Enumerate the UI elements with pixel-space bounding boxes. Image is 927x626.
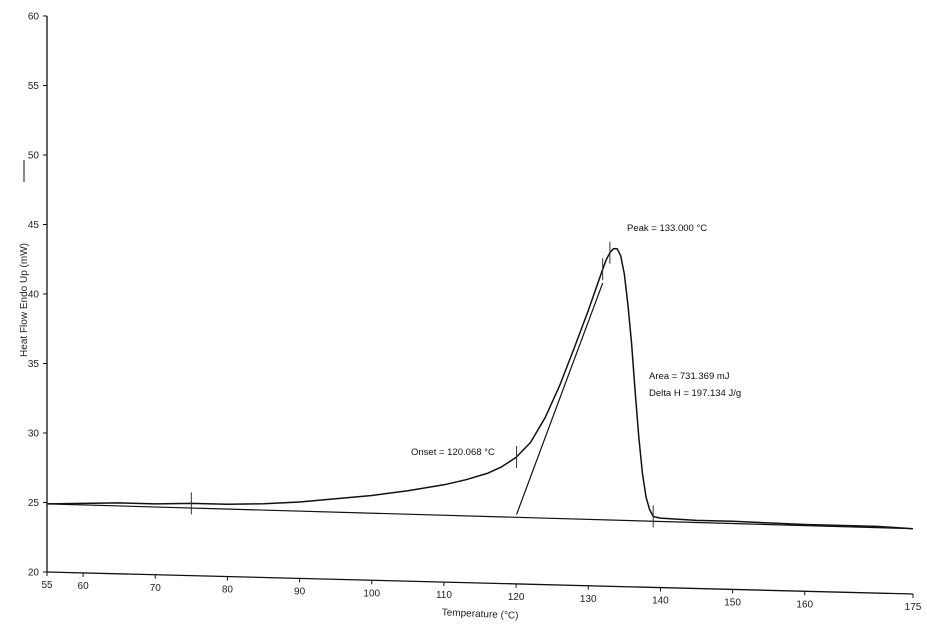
y-tick-label: 45 [28, 220, 40, 231]
y-tick-label: 30 [28, 429, 40, 440]
x-tick-label: 150 [724, 597, 741, 608]
onset-tangent-line [516, 282, 604, 515]
x-tick-label: 140 [652, 596, 669, 607]
x-tick-label: 70 [150, 583, 162, 594]
ticks: 20 25 30 35 40 45 50 55 60 55 60 70 80 90 100 110 120 130… [28, 12, 922, 614]
y-tick-label: 50 [28, 151, 40, 162]
plot-area [46, 241, 914, 530]
x-tick-label: 90 [294, 586, 306, 597]
x-axis-line [46, 571, 914, 595]
y-tick-label: 35 [28, 359, 40, 370]
onset-label: Onset = 120.068 °C [411, 447, 495, 458]
area-label: Area = 731.369 mJ [649, 371, 730, 382]
x-tick-label: 60 [78, 581, 90, 592]
y-tick-label: 40 [28, 290, 40, 301]
x-axis-label: Temperature (°C) [442, 607, 519, 621]
y-tick-label: 55 [28, 81, 40, 92]
y-tick-label: 20 [28, 568, 40, 579]
y-tick-label: 25 [28, 498, 40, 509]
x-tick-label: 110 [436, 590, 452, 601]
x-tick-label: 130 [580, 594, 597, 605]
peak-label: Peak = 133.000 °C [627, 223, 707, 234]
x-tick-label: 80 [222, 585, 234, 596]
x-tick-label: 55 [41, 580, 53, 591]
x-tick-label: 160 [796, 599, 813, 610]
annotations: Peak = 133.000 °C Onset = 120.068 °C Are… [411, 223, 741, 458]
delta-h-label: Delta H = 197.134 J/g [649, 388, 741, 399]
y-axis-label: Heat Flow Endo Up (mW) [19, 243, 30, 357]
heat-flow-curve [46, 247, 914, 530]
x-tick-label: 120 [508, 592, 525, 603]
baseline-line [46, 503, 914, 530]
y-tick-label: 60 [28, 12, 40, 23]
x-tick-label: 100 [363, 588, 380, 599]
x-tick-label: 175 [905, 602, 922, 613]
